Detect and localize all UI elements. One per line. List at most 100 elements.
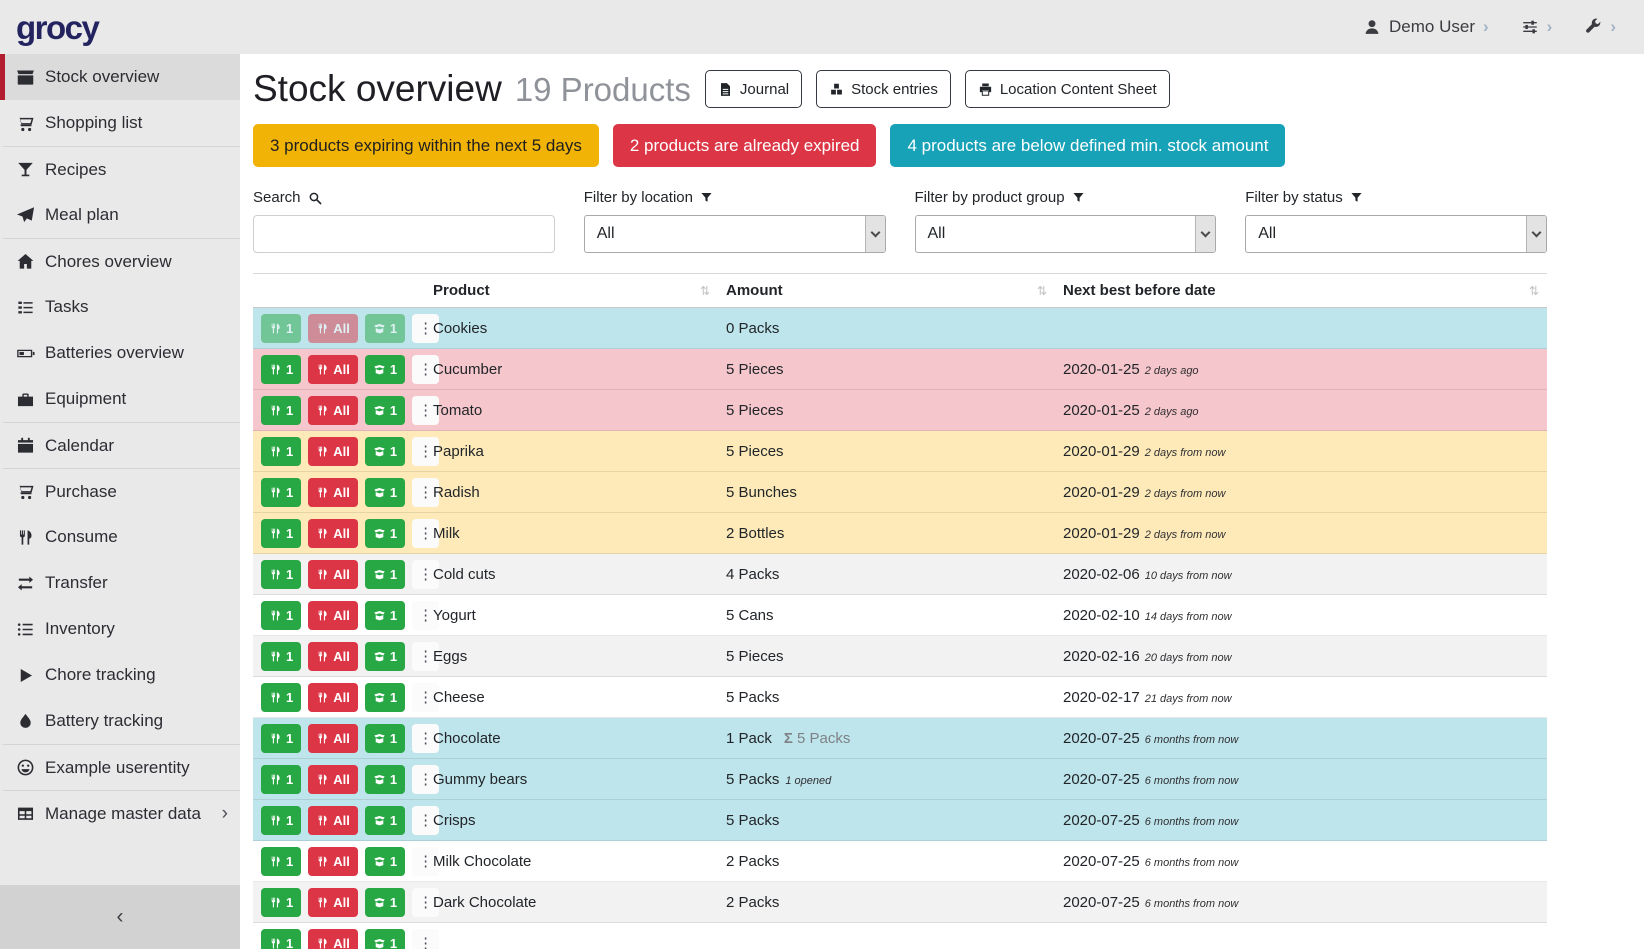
sidebar-item-equipment[interactable]: Equipment xyxy=(0,376,240,422)
sidebar-item-shopping-list[interactable]: Shopping list xyxy=(0,100,240,146)
banner-expiring[interactable]: 3 products expiring within the next 5 da… xyxy=(253,124,599,167)
sidebar-item-tasks[interactable]: Tasks xyxy=(0,284,240,330)
sidebar-item-stock-overview[interactable]: Stock overview xyxy=(0,54,240,100)
consume-one-button[interactable]: 1 xyxy=(261,887,302,917)
ellipsis-v-icon: ⋮ xyxy=(418,811,434,829)
open-one-button[interactable]: 1 xyxy=(364,354,406,384)
admin-menu[interactable]: › xyxy=(1584,17,1616,37)
banner-below-min-stock[interactable]: 4 products are below defined min. stock … xyxy=(890,124,1286,167)
consume-all-button[interactable]: All xyxy=(308,600,358,630)
open-one-button[interactable]: 1 xyxy=(364,723,406,753)
location-content-sheet-button[interactable]: Location Content Sheet xyxy=(964,70,1170,108)
consume-all-button[interactable]: All xyxy=(308,805,358,835)
consume-all-button[interactable]: All xyxy=(308,313,358,343)
row-menu-button[interactable]: ⋮ xyxy=(412,928,440,949)
sidebar-item-purchase[interactable]: Purchase xyxy=(0,468,240,514)
sidebar-item-batteries-overview[interactable]: Batteries overview xyxy=(0,330,240,376)
consume-one-button[interactable]: 1 xyxy=(261,600,302,630)
consume-one-button[interactable]: 1 xyxy=(261,395,302,425)
stock-entries-button[interactable]: Stock entries xyxy=(816,70,951,108)
consume-all-button[interactable]: All xyxy=(308,682,358,712)
location-select[interactable]: All xyxy=(583,215,886,253)
consume-all-button[interactable]: All xyxy=(308,846,358,876)
open-one-button[interactable]: 1 xyxy=(364,764,406,794)
open-one-button[interactable]: 1 xyxy=(364,518,406,548)
consume-all-button[interactable]: All xyxy=(308,641,358,671)
consume-one-button[interactable]: 1 xyxy=(261,846,302,876)
utensils-icon xyxy=(316,568,329,581)
consume-all-button[interactable]: All xyxy=(308,395,358,425)
consume-one-button[interactable]: 1 xyxy=(261,559,302,589)
sidebar-collapse-button[interactable]: ‹ xyxy=(0,885,240,949)
box-open-icon xyxy=(373,568,386,581)
consume-one-button[interactable]: 1 xyxy=(261,764,302,794)
sidebar-item-calendar[interactable]: Calendar xyxy=(0,422,240,468)
open-one-button[interactable]: 1 xyxy=(364,477,406,507)
settings-menu[interactable]: › xyxy=(1521,17,1552,37)
consume-one-button[interactable]: 1 xyxy=(261,805,302,835)
consume-one-button[interactable]: 1 xyxy=(261,477,302,507)
consume-all-button[interactable]: All xyxy=(308,723,358,753)
consume-one-button[interactable]: 1 xyxy=(261,641,302,671)
sidebar-item-manage-master-data[interactable]: Manage master data › xyxy=(0,790,240,836)
sidebar-item-example-userentity[interactable]: Example userentity xyxy=(0,744,240,790)
box-open-icon xyxy=(373,527,386,540)
status-select[interactable]: All xyxy=(1245,215,1547,253)
sidebar-item-chore-tracking[interactable]: Chore tracking xyxy=(0,652,240,698)
consume-one-button[interactable]: 1 xyxy=(261,518,302,548)
open-one-button[interactable]: 1 xyxy=(364,559,406,589)
user-menu[interactable]: Demo User › xyxy=(1363,17,1489,37)
open-one-button[interactable]: 1 xyxy=(364,887,406,917)
consume-all-button[interactable]: All xyxy=(308,928,358,949)
consume-all-button[interactable]: All xyxy=(308,436,358,466)
row-menu-button[interactable]: ⋮ xyxy=(412,887,440,917)
sidebar-item-recipes[interactable]: Recipes xyxy=(0,146,240,192)
consume-one-button[interactable]: 1 xyxy=(261,354,302,384)
open-one-button[interactable]: 1 xyxy=(364,600,406,630)
consume-all-button[interactable]: All xyxy=(308,354,358,384)
open-one-button[interactable]: 1 xyxy=(364,928,406,949)
open-one-button[interactable]: 1 xyxy=(364,641,406,671)
row-menu-button[interactable]: ⋮ xyxy=(412,600,440,630)
consume-one-button[interactable]: 1 xyxy=(261,723,302,753)
open-one-button[interactable]: 1 xyxy=(364,313,406,343)
consume-one-button[interactable]: 1 xyxy=(261,313,302,343)
column-amount[interactable]: Amount ⇅ xyxy=(718,273,1055,308)
user-name: Demo User xyxy=(1389,17,1475,36)
open-one-button[interactable]: 1 xyxy=(364,395,406,425)
consume-all-button[interactable]: All xyxy=(308,887,358,917)
consume-all-button[interactable]: All xyxy=(308,764,358,794)
ellipsis-v-icon: ⋮ xyxy=(418,524,434,542)
consume-all-button[interactable]: All xyxy=(308,559,358,589)
open-one-button[interactable]: 1 xyxy=(364,805,406,835)
home-icon xyxy=(16,252,35,271)
row-menu-button[interactable]: ⋮ xyxy=(412,805,440,835)
row-menu-button[interactable]: ⋮ xyxy=(412,518,440,548)
search-input[interactable] xyxy=(253,215,555,253)
consume-one-button[interactable]: 1 xyxy=(261,682,302,712)
open-one-button[interactable]: 1 xyxy=(364,682,406,712)
sidebar-item-battery-tracking[interactable]: Battery tracking xyxy=(0,698,240,744)
column-next-best-before-date[interactable]: Next best before date ⇅ xyxy=(1055,273,1547,308)
consume-all-button[interactable]: All xyxy=(308,518,358,548)
sidebar-item-meal-plan[interactable]: Meal plan xyxy=(0,192,240,238)
consume-all-button[interactable]: All xyxy=(308,477,358,507)
banner-expired[interactable]: 2 products are already expired xyxy=(612,124,877,167)
stock-table: Product ⇅ Amount ⇅ Next best before date ⇅ … xyxy=(253,273,1547,949)
product-group-select[interactable]: All xyxy=(914,215,1217,253)
open-one-button[interactable]: 1 xyxy=(364,846,406,876)
open-one-button[interactable]: 1 xyxy=(364,436,406,466)
consume-one-button[interactable]: 1 xyxy=(261,436,302,466)
sidebar-item-transfer[interactable]: Transfer xyxy=(0,560,240,606)
utensils-icon xyxy=(316,486,329,499)
consume-one-button[interactable]: 1 xyxy=(261,928,302,949)
sidebar-item-inventory[interactable]: Inventory xyxy=(0,606,240,652)
utensils-icon xyxy=(269,691,282,704)
column-product[interactable]: Product ⇅ xyxy=(425,273,718,308)
sidebar-item-chores-overview[interactable]: Chores overview xyxy=(0,238,240,284)
product-name: Paprika xyxy=(433,442,484,460)
journal-button[interactable]: Journal xyxy=(704,70,803,108)
sidebar-item-consume[interactable]: Consume xyxy=(0,514,240,560)
row-menu-button[interactable]: ⋮ xyxy=(412,354,440,384)
row-menu-button[interactable]: ⋮ xyxy=(412,641,440,671)
